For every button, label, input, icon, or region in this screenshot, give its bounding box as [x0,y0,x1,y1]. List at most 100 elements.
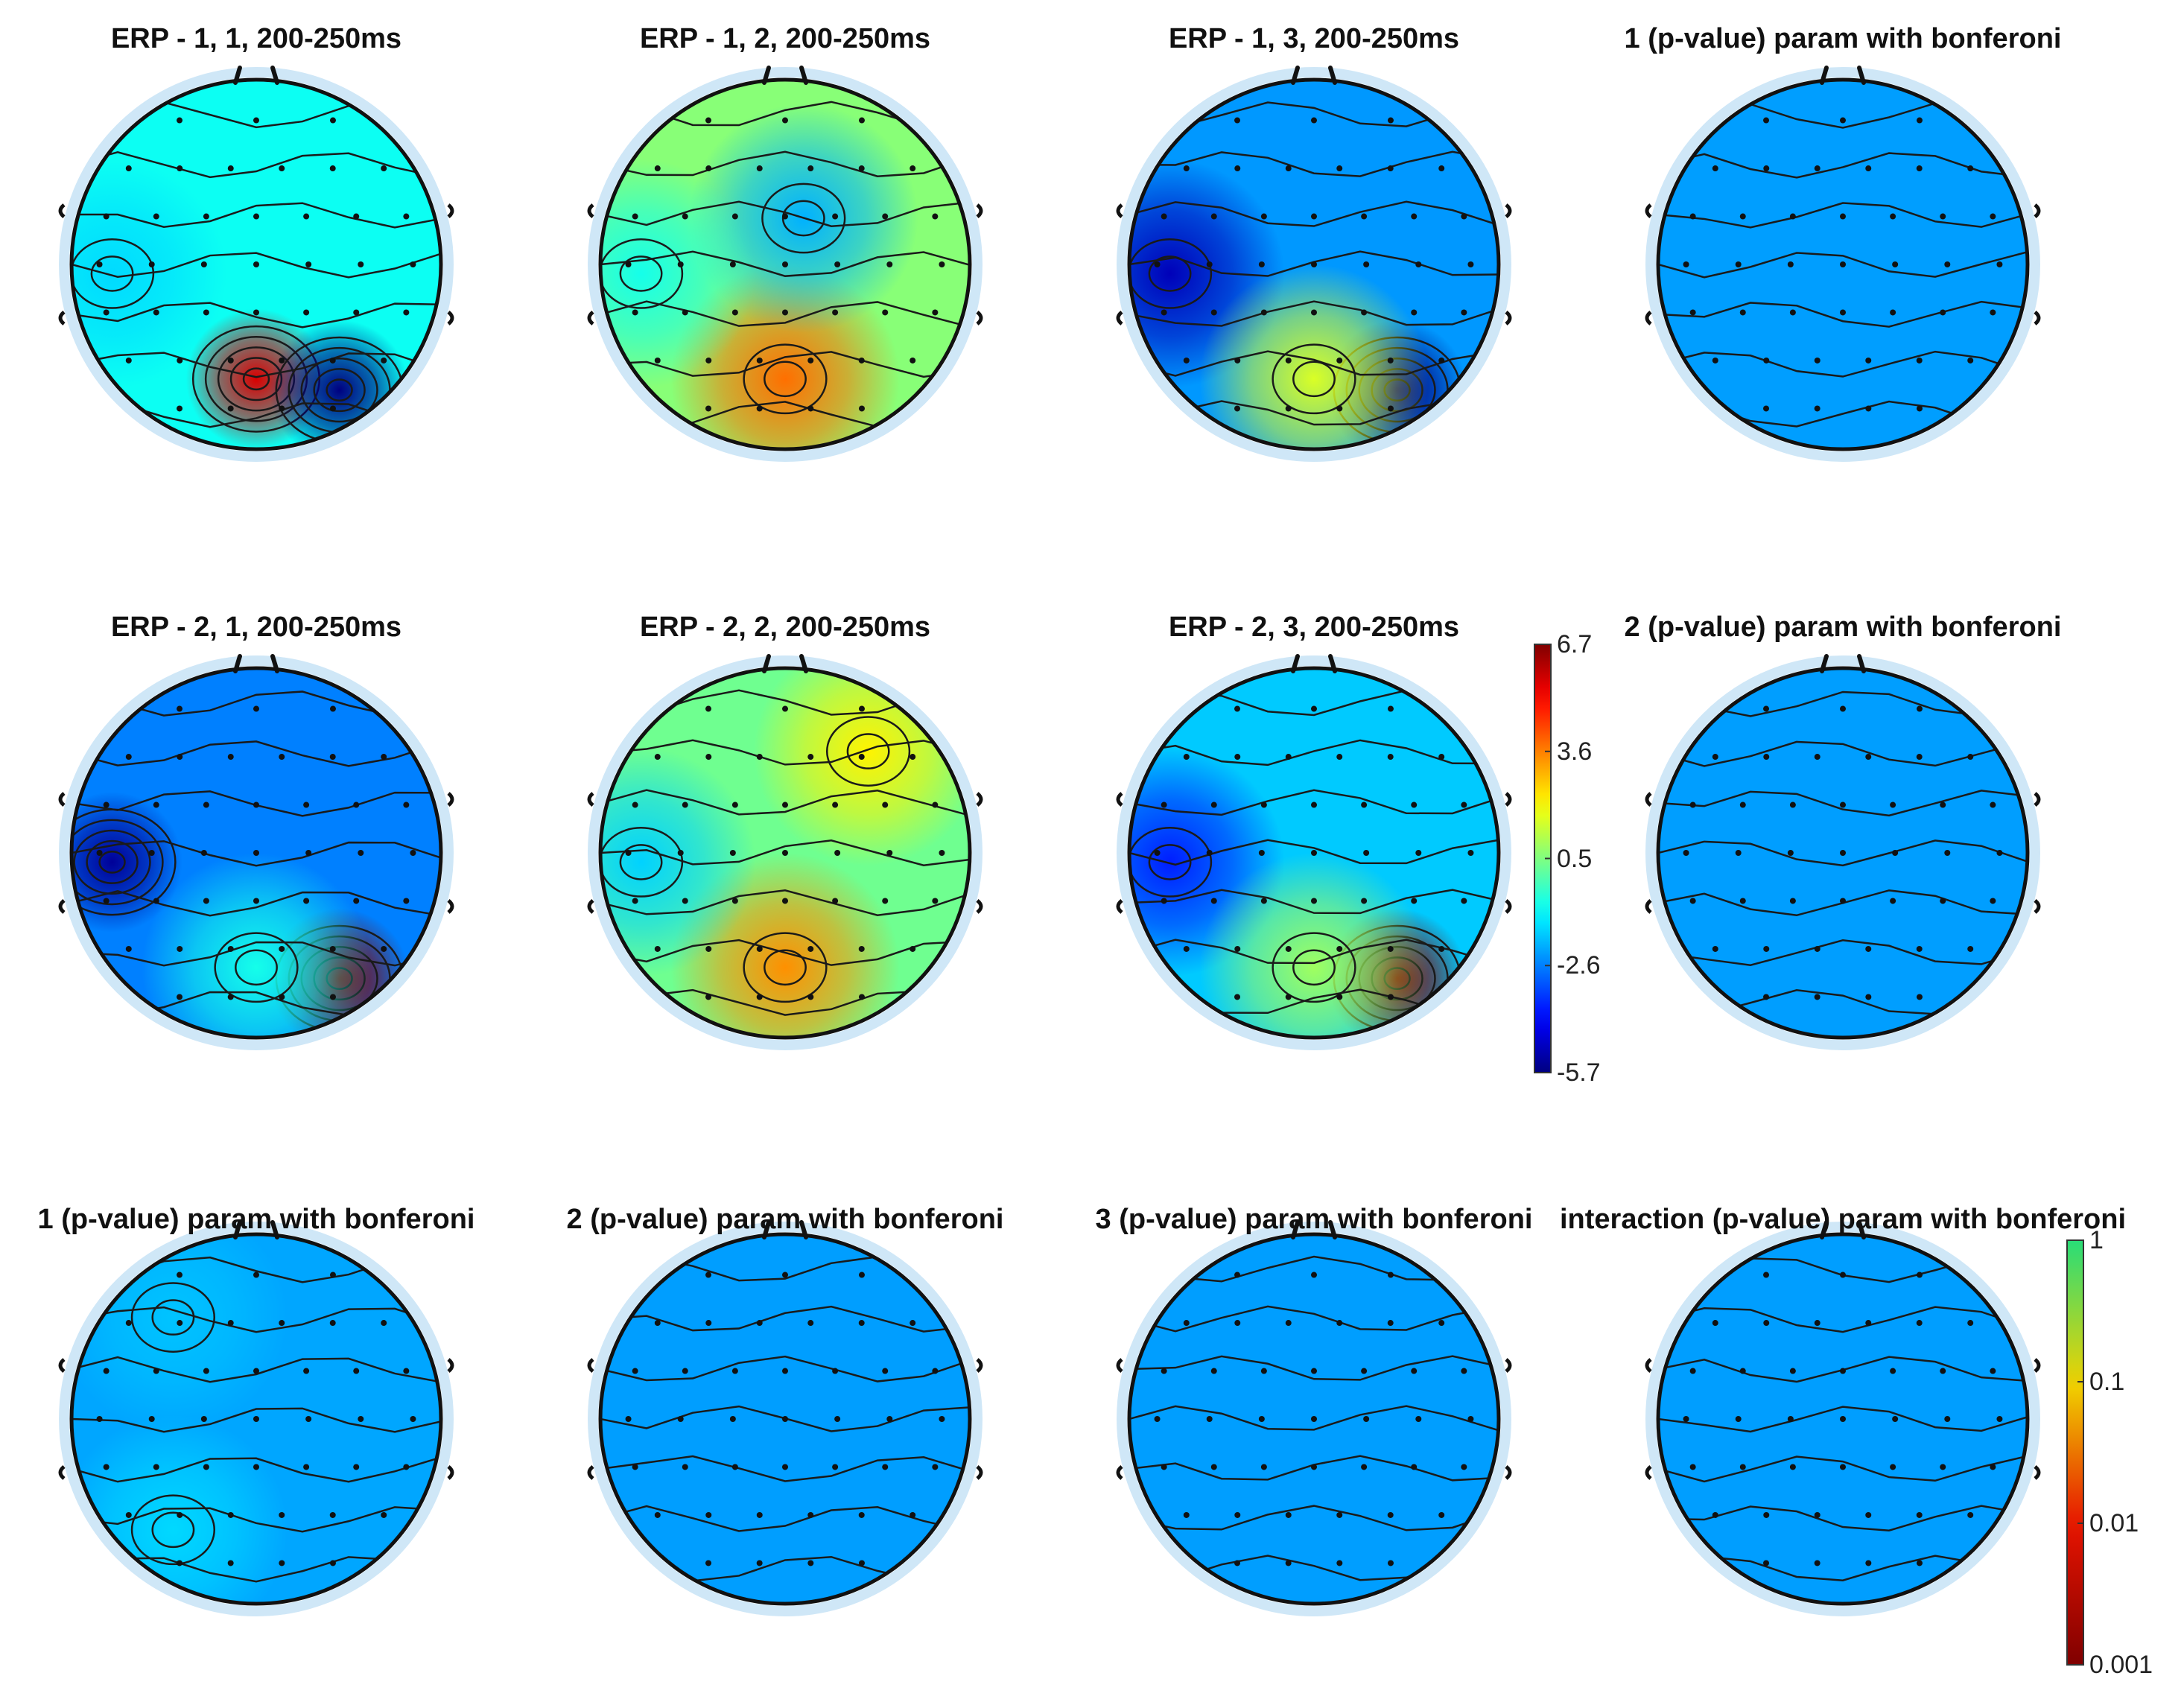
electrode-dot [1387,405,1394,412]
electrode-dot [1763,994,1770,1000]
electrode-dot [103,898,109,904]
electrode-dot [1234,165,1241,172]
electrode-dot [177,705,183,712]
electrode-dot [1285,405,1292,412]
electrode-dot [1387,994,1394,1000]
electrode-dot [1916,945,1923,952]
electrode-dot [1285,994,1292,1000]
electrode-dot [1990,213,1996,220]
electrode-dot [200,850,207,856]
electrode-dot [1311,850,1317,856]
ear-marker [447,1464,454,1480]
ear-marker [1116,310,1123,326]
electrode-dot [227,357,234,363]
contour-line [1129,739,1499,766]
electrode-dot [1787,261,1794,267]
electrode-dot [682,898,688,904]
ear-marker [1505,898,1512,914]
electrode-dot [1944,261,1951,267]
topo-map-3 [1116,66,1512,462]
electrode-dot [682,1368,688,1374]
value-blob [142,853,371,1038]
ear-marker [58,898,66,914]
electrode-dot [654,945,661,952]
head-halo [59,655,454,1050]
contour-line [130,1494,216,1566]
head-halo [588,1222,983,1616]
topo-map-12 [1645,1220,2041,1616]
nose-marker [233,1220,279,1239]
electrode-dot [279,405,285,412]
electrode-dot [858,1320,865,1327]
electrode-dot [1387,357,1394,363]
ear-marker [1645,792,1652,807]
contour-line [600,827,684,898]
electrode-dot [227,754,234,761]
electrode-dot [96,1416,103,1422]
electrode-dot [832,213,839,220]
electrode-dot [1890,1464,1896,1470]
electrode-dot [227,994,234,1000]
electrode-dot [832,801,839,808]
electrode-dot [1916,754,1923,761]
electrode-dot [1161,1368,1167,1374]
electrode-dot [834,850,841,856]
electrode-dot [1311,801,1317,808]
electrode-dot [1763,1511,1770,1518]
contour-line [326,378,353,402]
electrode-dot [705,357,712,363]
electrode-dot [1438,1511,1445,1518]
head-outline [69,666,443,1040]
electrode-dot [1387,1272,1394,1278]
electrode-dot [882,801,889,808]
electrode-dot [1840,705,1846,712]
contour-line [600,150,970,178]
electrode-dot [1840,898,1846,904]
electrode-dot [1763,945,1770,952]
contour-line [235,949,278,986]
electrode-dot [625,850,632,856]
contour-line [764,361,807,398]
electrode-dot [148,1416,155,1422]
electrode-dot [705,705,712,712]
contour-line [1658,300,2028,328]
electrode-dot [886,850,893,856]
electrode-dot [1739,309,1746,316]
electrode-dot [1814,1560,1820,1566]
electrode-dot [654,357,661,363]
contour-line [1129,1505,1499,1531]
electrode-dot [203,801,209,808]
electrode-dot [1154,850,1161,856]
electrode-dot [832,898,839,904]
electrode-dot [1787,850,1794,856]
colorbar-tick-label: 6.7 [1557,630,1593,658]
electrode-dot [1890,213,1896,220]
electrode-dot [1234,405,1241,412]
electrode-dot [1210,1464,1217,1470]
electrode-dot [103,309,109,316]
electrode-dot [1467,1416,1474,1422]
nose-marker [1291,1220,1337,1239]
ear-marker [587,1358,594,1374]
ear-marker [58,1358,66,1374]
electrode-dot [1154,261,1161,267]
electrode-dot [177,1272,183,1278]
electrode-dot [632,309,638,316]
electrode-dot [625,261,632,267]
ear-marker [1645,1464,1652,1480]
ear-marker [58,1464,66,1480]
electrode-dot [1967,165,1974,172]
electrode-dot [1258,261,1265,267]
head-halo [1645,655,2040,1050]
electrode-dot [1916,405,1923,412]
electrode-dot [1916,705,1923,712]
electrode-dot [403,801,410,808]
contour-line [825,716,911,787]
contour-line [1129,150,1499,177]
contour-line [72,252,441,279]
electrode-dot [1260,213,1267,220]
electrode-dot [1940,801,1946,808]
electrode-dot [1763,754,1770,761]
contour-line [151,1511,195,1549]
